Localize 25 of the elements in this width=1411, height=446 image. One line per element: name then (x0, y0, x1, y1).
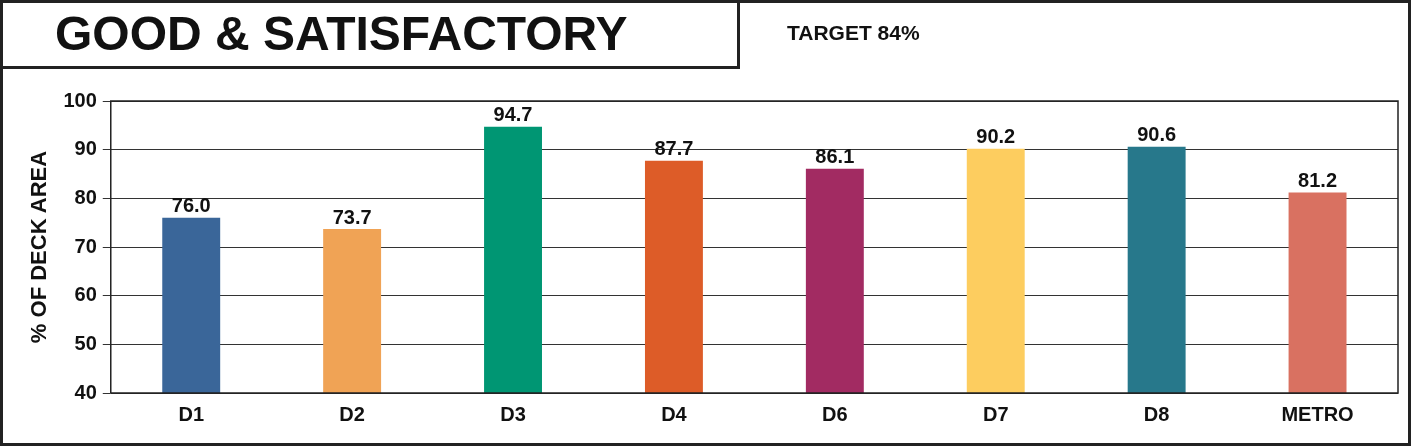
y-tick-label: 50 (74, 331, 97, 354)
y-tick-label: 100 (63, 88, 97, 111)
chart-title: GOOD & SATISFACTORY (3, 3, 740, 69)
data-label: 86.1 (815, 145, 855, 168)
x-tick-label: D4 (661, 402, 688, 425)
data-label: 94.7 (493, 103, 533, 126)
y-tick-label: 80 (74, 185, 97, 208)
x-tick-label: D2 (339, 402, 365, 425)
x-tick-label: D8 (1143, 402, 1170, 425)
data-label: 90.6 (1137, 123, 1177, 146)
y-axis-title: % OF DECK AREA (26, 150, 52, 344)
data-label: 90.2 (976, 125, 1016, 148)
y-tick-label: 70 (74, 234, 97, 257)
y-tick-label: 60 (74, 283, 97, 306)
x-tick-label: D6 (822, 402, 848, 425)
x-tick-label: D3 (500, 402, 526, 425)
data-label: 76.0 (171, 194, 211, 217)
y-tick-label: 90 (74, 137, 97, 160)
y-tick-label: 40 (74, 380, 97, 403)
chart-subtitle: TARGET 84% (787, 21, 920, 45)
x-tick-label: METRO (1281, 402, 1354, 425)
data-label: 73.7 (332, 205, 372, 228)
x-tick-label: D1 (178, 402, 205, 425)
x-tick-label: D7 (982, 402, 1009, 425)
data-label: 81.2 (1298, 169, 1338, 192)
